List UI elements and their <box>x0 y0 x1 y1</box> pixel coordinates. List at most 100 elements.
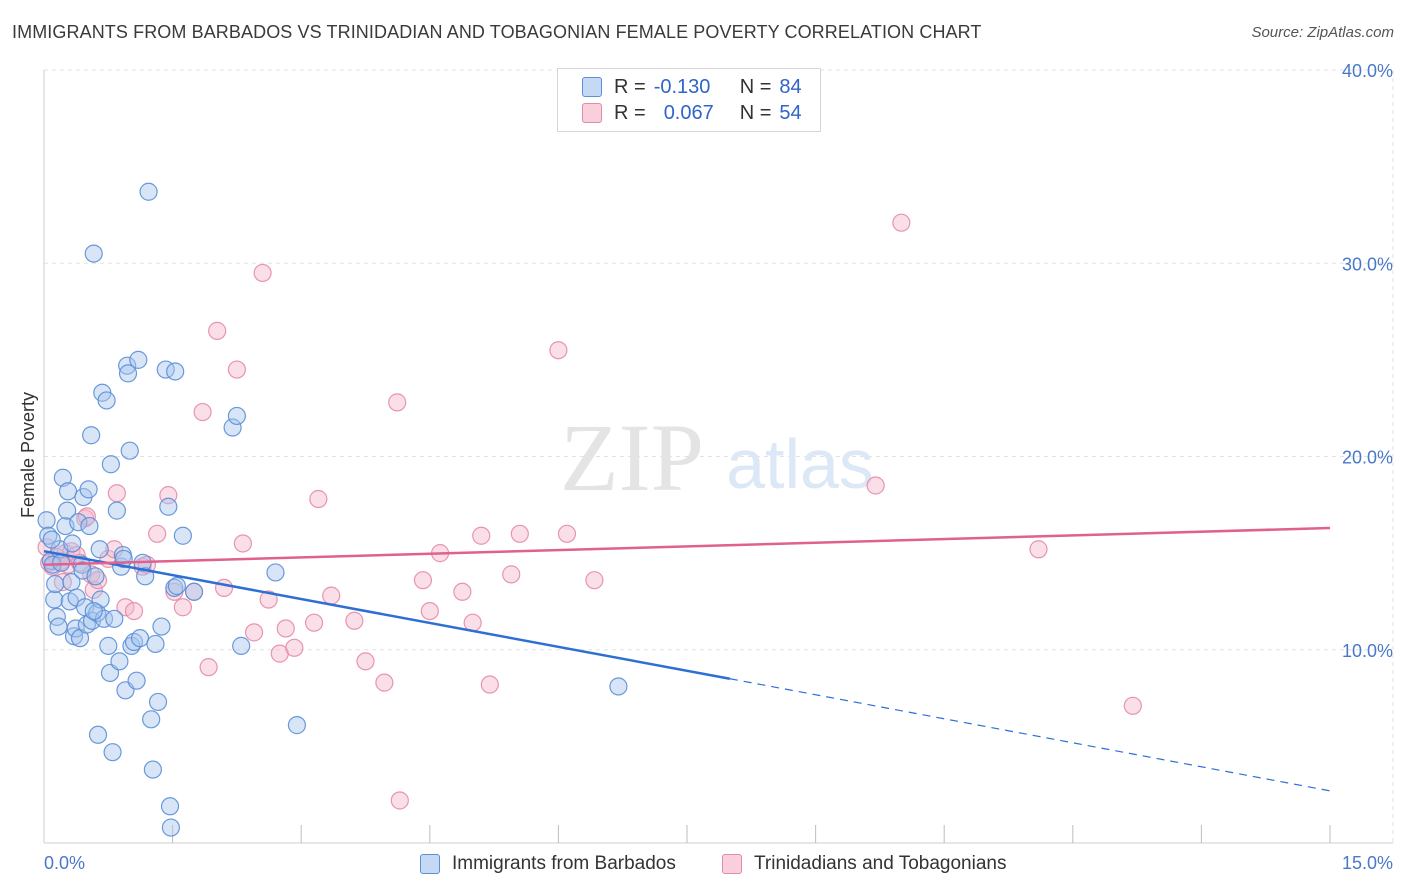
watermark-zip: ZIP <box>560 404 704 511</box>
legend-row-barbados: R = -0.130 N = 84 <box>582 75 802 99</box>
legend-r-label: R = <box>614 75 646 98</box>
data-point-trinidadians <box>276 619 295 638</box>
data-point-trinidadians <box>345 611 364 630</box>
data-point-barbados <box>129 350 148 369</box>
legend-r-value: -0.130 <box>653 75 711 98</box>
legend-r-label: R = <box>614 101 646 124</box>
data-point-trinidadians <box>1123 696 1142 715</box>
data-point-trinidadians <box>480 675 499 694</box>
data-point-barbados <box>91 590 110 609</box>
data-point-barbados <box>127 671 146 690</box>
data-point-trinidadians <box>148 524 167 543</box>
data-point-trinidadians <box>1029 540 1048 559</box>
legend-row-trinidadians: R = 0.067 N = 54 <box>582 101 802 125</box>
data-point-barbados <box>66 619 85 638</box>
data-point-trinidadians <box>253 263 272 283</box>
data-point-trinidadians <box>227 360 246 379</box>
data-point-barbados <box>609 677 628 696</box>
data-point-barbados <box>37 511 56 530</box>
data-point-trinidadians <box>388 393 407 412</box>
data-point-barbados <box>120 441 139 460</box>
data-point-trinidadians <box>557 524 577 543</box>
series-trinidadians-points <box>37 213 1142 810</box>
y-tick-labels: 10.0% 20.0% 30.0% 40.0% <box>1342 61 1393 661</box>
data-point-trinidadians <box>107 484 126 503</box>
data-point-trinidadians <box>116 598 135 617</box>
x-tick-label-min: 0.0% <box>44 853 85 873</box>
axes <box>43 70 1393 844</box>
data-point-barbados <box>105 609 124 628</box>
data-point-trinidadians <box>892 213 911 232</box>
data-point-barbados <box>165 578 184 598</box>
x-tick-label-max: 15.0% <box>1342 853 1393 873</box>
data-point-trinidadians <box>309 489 328 509</box>
data-point-barbados <box>223 418 242 437</box>
data-point-barbados <box>266 563 285 582</box>
source-note: Source: ZipAtlas.com <box>1251 24 1394 41</box>
bottom-legend-swatch-pink <box>722 854 742 874</box>
bottom-legend-label: Trinidadians and Tobagonians <box>754 853 1007 874</box>
data-point-trinidadians <box>173 598 192 617</box>
legend-n-label: N = <box>739 75 772 98</box>
data-point-trinidadians <box>124 601 144 621</box>
data-point-trinidadians <box>420 601 439 621</box>
data-point-barbados <box>84 244 103 263</box>
data-point-barbados <box>52 553 71 572</box>
data-point-trinidadians <box>259 590 278 609</box>
data-point-barbados <box>97 391 116 410</box>
data-point-barbados <box>46 574 65 594</box>
data-point-barbados <box>107 501 126 520</box>
data-point-barbados <box>58 501 77 520</box>
legend-swatch-blue <box>582 77 602 97</box>
y-tick-label: 20.0% <box>1342 448 1393 468</box>
data-point-barbados <box>118 356 137 375</box>
data-point-barbados <box>146 634 165 654</box>
data-point-barbados <box>167 576 186 596</box>
y-tick-label: 40.0% <box>1342 61 1393 81</box>
data-point-trinidadians <box>244 623 264 642</box>
data-point-barbados <box>232 636 251 655</box>
series-barbados-points <box>37 182 628 837</box>
y-axis-label: Female Poverty <box>18 392 38 518</box>
data-point-barbados <box>159 497 178 516</box>
data-point-barbados <box>86 567 105 586</box>
data-point-barbados <box>184 582 204 601</box>
legend-swatch-pink <box>582 103 602 123</box>
data-point-barbados <box>69 513 88 532</box>
data-point-trinidadians <box>502 565 521 584</box>
stats-legend: R = -0.130 N = 84 R = 0.067 N = 54 <box>557 68 821 132</box>
legend-r-value: 0.067 <box>663 101 714 124</box>
data-point-barbados <box>90 540 109 559</box>
data-point-barbados <box>173 526 192 545</box>
data-point-trinidadians <box>233 534 253 553</box>
data-point-trinidadians <box>208 321 227 340</box>
data-point-barbados <box>143 760 162 779</box>
data-point-barbados <box>139 182 158 201</box>
grid-lines <box>44 69 1394 843</box>
data-point-barbados <box>118 364 138 383</box>
data-point-barbados <box>103 743 122 762</box>
data-point-trinidadians <box>549 341 568 360</box>
legend-n-label: N = <box>739 101 772 124</box>
data-point-trinidadians <box>510 524 529 543</box>
data-point-barbados <box>110 652 129 671</box>
data-point-trinidadians <box>866 476 885 495</box>
trend-line-barbados-extension <box>729 678 1331 792</box>
data-point-barbados <box>287 716 307 735</box>
data-point-barbados <box>45 590 64 609</box>
bottom-legend-label: Immigrants from Barbados <box>452 853 676 874</box>
data-point-trinidadians <box>356 652 375 671</box>
data-point-barbados <box>82 426 101 445</box>
data-point-trinidadians <box>413 571 433 590</box>
data-point-barbados <box>99 636 118 655</box>
data-point-trinidadians <box>304 613 324 632</box>
bottom-legend-swatch-blue <box>420 854 440 874</box>
data-point-trinidadians <box>322 586 341 605</box>
data-point-trinidadians <box>193 402 212 422</box>
data-point-barbados <box>53 468 72 487</box>
data-point-trinidadians <box>472 526 491 545</box>
data-point-barbados <box>142 710 161 729</box>
data-point-trinidadians <box>285 638 304 657</box>
watermark: ZIP atlas <box>560 404 874 511</box>
